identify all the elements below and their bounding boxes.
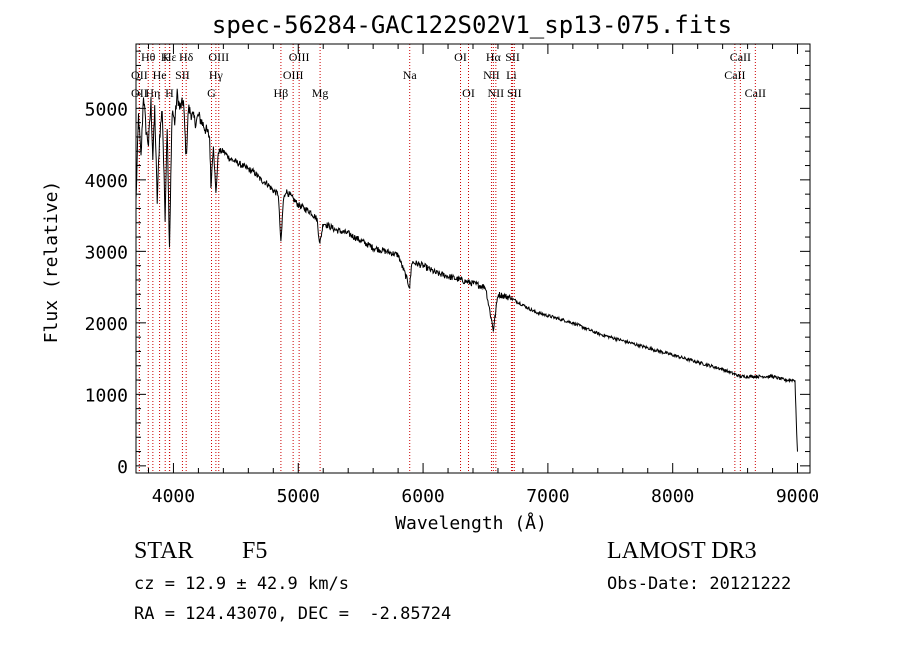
line-marker-label-27: SII: [507, 86, 522, 100]
line-marker-label-15: Na: [403, 68, 418, 82]
line-marker-label-5: OIII: [289, 50, 310, 64]
x-axis-ticks: 4000 5000 6000 7000 8000 9000: [147, 44, 819, 507]
line-marker-label-3: Hδ: [179, 50, 194, 64]
line-marker-label-21: H: [165, 86, 174, 100]
line-marker-label-6: OI: [454, 50, 467, 64]
y-tick-label-5: 5000: [85, 99, 128, 120]
spectrum-series-0: [135, 88, 798, 452]
spectrum-plot: [135, 88, 798, 452]
x-tick-label-2: 6000: [401, 486, 444, 507]
line-marker-label-20: Hη: [145, 86, 160, 100]
x-tick-label-4: 8000: [651, 486, 694, 507]
line-marker-label-19: OII: [131, 86, 148, 100]
y-tick-label-3: 3000: [85, 242, 128, 263]
line-marker-label-17: Li: [506, 68, 517, 82]
survey-name: LAMOST DR3: [607, 538, 757, 564]
line-marker-label-25: OI: [462, 86, 475, 100]
y-axis-ticks: 0 1000 2000 3000 4000 5000: [85, 50, 810, 478]
line-marker-label-26: NII: [488, 86, 505, 100]
line-marker-label-14: OIII: [283, 68, 304, 82]
line-marker-label-22: G: [207, 86, 216, 100]
line-marker-label-12: Hγ: [209, 68, 224, 82]
x-axis-label: Wavelength (Å): [395, 512, 547, 534]
object-class: STAR: [134, 538, 194, 564]
line-marker-label-7: Hα: [486, 50, 502, 64]
y-tick-label-4: 4000: [85, 171, 128, 192]
object-subclass: F5: [242, 538, 268, 564]
line-marker-label-11: He: [153, 68, 167, 82]
line-marker-label-24: Mg: [312, 86, 329, 100]
coordinates: RA = 124.43070, DEC = -2.85724: [134, 604, 452, 624]
line-markers: [138, 44, 756, 473]
line-marker-label-10: OII: [131, 68, 148, 82]
redshift-velocity: cz = 12.9 ± 42.9 km/s: [134, 574, 349, 594]
y-axis-label: Flux (relative): [41, 181, 62, 344]
line-marker-label-8: SII: [505, 50, 520, 64]
y-tick-label-2: 2000: [85, 314, 128, 335]
plot-frame: [135, 43, 811, 474]
x-tick-label-5: 9000: [776, 486, 819, 507]
line-marker-label-2: K: [161, 50, 170, 64]
chart-title: spec-56284-GAC122S02V1_sp13-075.fits: [212, 11, 732, 39]
line-marker-label-1: Hθ: [141, 50, 156, 64]
y-tick-label-0: 0: [117, 457, 128, 478]
observation-date: Obs-Date: 20121222: [607, 574, 792, 594]
y-tick-label-1: 1000: [85, 385, 128, 406]
line-marker-label-16: NII: [483, 68, 500, 82]
line-marker-label-23: Hβ: [274, 86, 289, 100]
line-marker-label-4: OIII: [208, 50, 229, 64]
x-tick-label-3: 7000: [526, 486, 569, 507]
x-tick-label-0: 4000: [152, 486, 195, 507]
line-marker-label-13: SII: [175, 68, 190, 82]
line-marker-label-28: CaII: [745, 86, 766, 100]
line-marker-label-18: CaII: [724, 68, 745, 82]
line-marker-label-9: CaII: [730, 50, 751, 64]
spectrum-chart: spec-56284-GAC122S02V1_sp13-075.fits HεH…: [41, 11, 819, 534]
x-tick-label-1: 5000: [277, 486, 320, 507]
